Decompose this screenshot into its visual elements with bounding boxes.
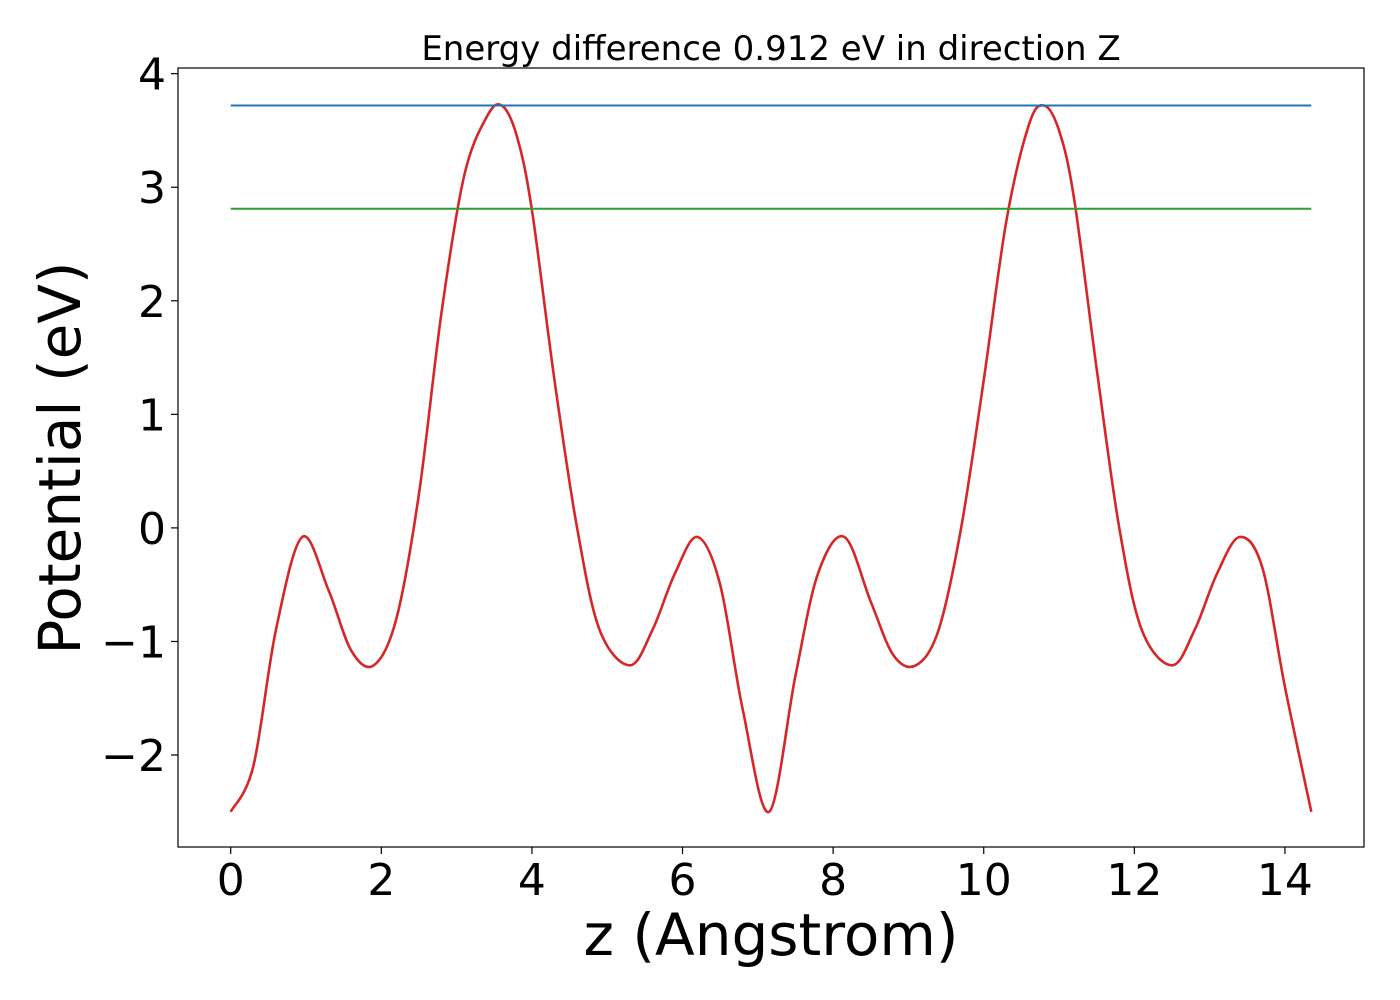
- y-tick-label: −1: [101, 617, 166, 668]
- x-tick-label: 8: [819, 855, 847, 906]
- x-tick-label: 0: [217, 855, 245, 906]
- y-tick-label: 0: [138, 504, 166, 555]
- x-tick-label: 14: [1257, 855, 1313, 906]
- x-tick-label: 12: [1106, 855, 1162, 906]
- y-tick-label: −2: [101, 731, 166, 782]
- x-axis-label: z (Angstrom): [584, 901, 959, 969]
- y-axis-ticks: −2 −1 0 1 2 3 4: [101, 50, 178, 782]
- y-tick-label: 4: [138, 50, 166, 101]
- chart-title: Energy difference 0.912 eV in direction …: [421, 29, 1120, 69]
- x-tick-label: 6: [669, 855, 697, 906]
- y-tick-label: 2: [138, 277, 166, 328]
- x-axis-ticks: 0 2 4 6 8 10 12 14: [217, 847, 1313, 906]
- potential-line: [229, 102, 1313, 814]
- x-tick-label: 10: [956, 855, 1012, 906]
- plot-frame: [177, 67, 1365, 848]
- y-axis-label: Potential (eV): [26, 261, 94, 654]
- series-layer: [229, 102, 1313, 814]
- x-tick-label: 2: [367, 855, 395, 906]
- y-tick-label: 1: [138, 390, 166, 441]
- y-tick-label: 3: [138, 163, 166, 214]
- x-tick-label: 4: [518, 855, 546, 906]
